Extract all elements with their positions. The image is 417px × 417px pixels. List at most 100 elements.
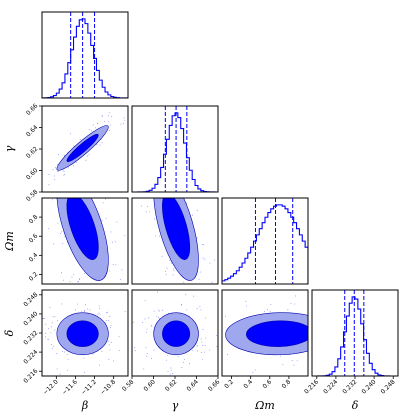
- scatter-point: [39, 198, 40, 199]
- scatter-point: [45, 323, 47, 325]
- scatter-point: [67, 191, 68, 192]
- panel-delta-beta: 0.216 0.224 0.232 0.240 0.248 −12.0 −11.6 −11.2…: [22, 289, 129, 396]
- scatter-point: [294, 295, 296, 297]
- scatter-point: [198, 278, 200, 280]
- scatter-point: [51, 322, 53, 324]
- xtick-label-omega_m-1: 0.4: [242, 378, 254, 390]
- scatter-point: [107, 115, 109, 117]
- scatter-point: [399, 340, 400, 341]
- scatter-point: [105, 218, 107, 220]
- scatter-point: [162, 309, 164, 311]
- scatter-point: [204, 305, 205, 306]
- scatter-point: [174, 295, 175, 296]
- panel-content: [48, 112, 126, 186]
- scatter-point: [63, 155, 65, 157]
- scatter-point: [336, 352, 337, 353]
- scatter-point: [51, 199, 53, 201]
- scatter-point: [61, 303, 63, 305]
- scatter-point: [138, 85, 139, 86]
- scatter-point: [101, 115, 103, 117]
- scatter-point: [109, 349, 111, 351]
- xtick-label-beta-1: −11.6: [61, 378, 79, 396]
- contour-68-gamma-beta: [66, 133, 99, 162]
- scatter-point: [287, 309, 289, 311]
- scatter-point: [99, 314, 101, 316]
- scatter-point: [146, 356, 148, 358]
- scatter-point: [44, 336, 46, 338]
- scatter-point: [163, 196, 164, 197]
- scatter-point: [151, 325, 153, 327]
- scatter-point: [54, 167, 56, 169]
- scatter-point: [151, 358, 153, 360]
- scatter-point: [88, 154, 90, 156]
- scatter-point: [112, 264, 114, 265]
- scatter-point: [140, 113, 141, 114]
- contour-68-delta-omega_m: [246, 320, 308, 347]
- xtick-label-delta-2: 0.232: [341, 378, 358, 395]
- scatter-point: [99, 144, 101, 146]
- scatter-point: [196, 210, 198, 211]
- scatter-point: [144, 318, 146, 320]
- scatter-point: [101, 142, 103, 144]
- scatter-point: [216, 345, 218, 347]
- scatter-point: [319, 310, 320, 311]
- panel-beta-beta: [41, 11, 129, 99]
- scatter-point: [158, 317, 160, 318]
- scatter-point: [118, 294, 119, 295]
- scatter-point: [316, 358, 317, 359]
- scatter-point: [98, 312, 100, 314]
- panel-frame: [311, 289, 399, 377]
- scatter-point: [202, 345, 203, 346]
- scatter-point: [209, 318, 210, 319]
- panel-gamma-gamma: [131, 105, 219, 193]
- xtick-label-delta-1: 0.224: [322, 378, 339, 395]
- scatter-point: [202, 359, 203, 361]
- scatter-point: [50, 326, 52, 328]
- scatter-point: [158, 124, 159, 125]
- xtick-label-omega_m-0: 0.2: [223, 378, 235, 390]
- scatter-point: [166, 267, 168, 269]
- scatter-point: [183, 286, 184, 287]
- scatter-point: [161, 143, 162, 144]
- scatter-point: [59, 181, 60, 182]
- scatter-point: [383, 330, 384, 331]
- scatter-point: [89, 187, 90, 188]
- scatter-point: [202, 348, 203, 349]
- scatter-point: [174, 187, 175, 188]
- scatter-point: [165, 271, 167, 272]
- scatter-point: [220, 317, 221, 318]
- scatter-point: [245, 300, 247, 302]
- scatter-point: [49, 307, 51, 308]
- scatter-point: [69, 281, 71, 283]
- scatter-point: [67, 369, 68, 371]
- scatter-point: [154, 378, 155, 379]
- scatter-point: [72, 165, 74, 167]
- scatter-point: [124, 119, 126, 121]
- scatter-point: [52, 316, 54, 318]
- scatter-point: [134, 347, 136, 349]
- scatter-point: [75, 162, 77, 163]
- panel-content: [138, 85, 216, 319]
- scatter-point: [315, 327, 316, 328]
- axis-labels: β γ Ωm δ γ Ωm δ: [3, 145, 359, 412]
- panel-frame: [41, 11, 129, 99]
- scatter-point: [202, 257, 204, 259]
- xtick-label-omega_m-2: 0.6: [261, 378, 273, 390]
- scatter-point: [181, 304, 183, 306]
- scatter-point: [181, 303, 183, 305]
- scatter-point: [108, 319, 110, 321]
- scatter-point: [159, 310, 161, 312]
- scatter-point: [84, 372, 86, 373]
- scatter-point: [79, 278, 80, 280]
- scatter-point: [64, 191, 65, 192]
- scatter-point: [366, 297, 367, 298]
- scatter-point: [86, 155, 88, 157]
- scatter-point: [72, 293, 73, 294]
- scatter-point: [56, 353, 58, 355]
- histogram-beta: [42, 18, 128, 98]
- scatter-point: [77, 281, 79, 283]
- contour-68-delta-gamma: [162, 320, 191, 347]
- scatter-point: [346, 359, 347, 360]
- scatter-point: [63, 174, 65, 176]
- scatter-point: [110, 124, 112, 126]
